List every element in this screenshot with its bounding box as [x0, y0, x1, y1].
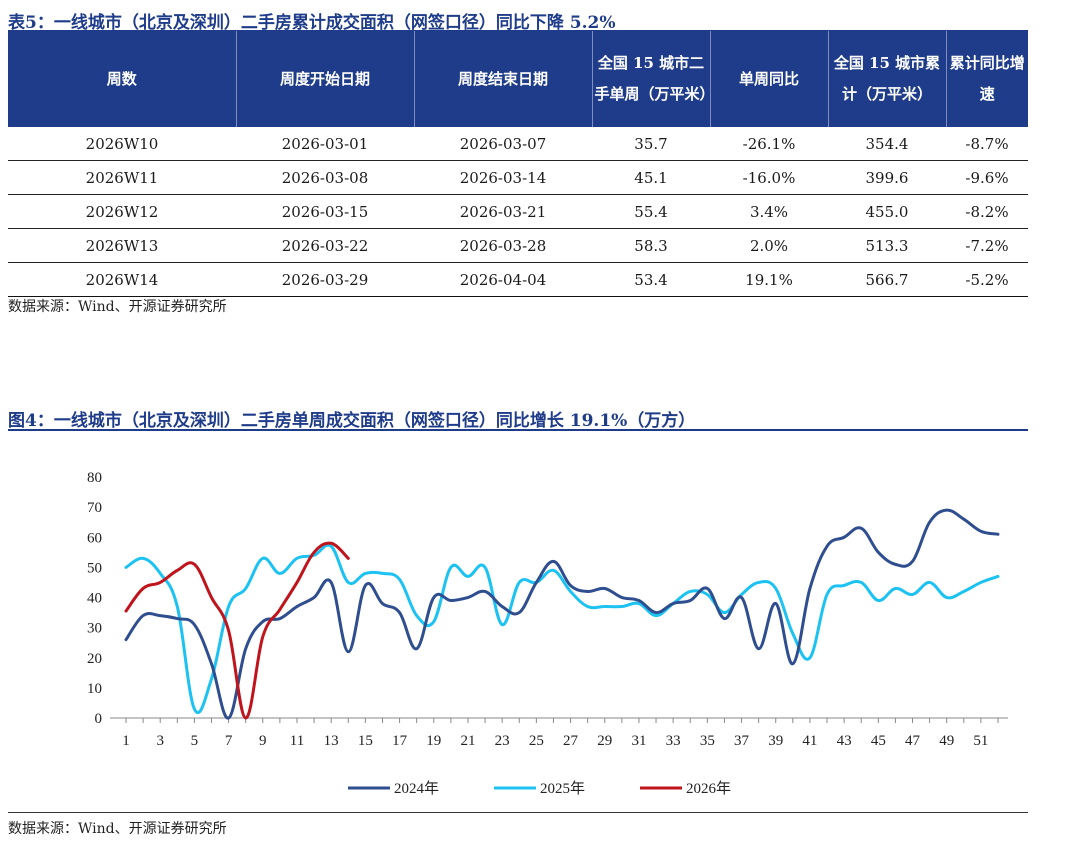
header-week: 周数: [8, 31, 237, 127]
table-row: 2026W10 2026-03-01 2026-03-07 35.7 -26.1…: [8, 127, 1028, 161]
cell-weekly-yoy: 2.0%: [710, 228, 828, 263]
x-tick-label: 13: [324, 733, 339, 749]
chart-top-rule: [8, 429, 1028, 431]
cell-weekly-yoy: -26.1%: [710, 127, 828, 161]
legend-label: 2024年: [394, 780, 439, 797]
x-tick-label: 49: [939, 733, 954, 749]
x-tick-label: 17: [392, 733, 408, 749]
x-tick-label: 35: [700, 733, 715, 749]
y-tick-label: 0: [95, 711, 103, 727]
header-cumulative-area: 全国 15 城市累计（万平米）: [828, 31, 947, 127]
cell-week: 2026W11: [8, 160, 236, 195]
legend-label: 2025年: [540, 780, 585, 797]
table-row: 2026W12 2026-03-15 2026-03-21 55.4 3.4% …: [8, 194, 1028, 229]
x-tick-label: 29: [597, 733, 612, 749]
cell-start-date: 2026-03-22: [236, 228, 414, 263]
x-tick-label: 19: [426, 733, 441, 749]
x-tick-label: 1: [122, 733, 130, 749]
header-weekly-yoy: 单周同比: [710, 31, 829, 127]
x-tick-label: 41: [802, 733, 817, 749]
chart-title: 图4：一线城市（北京及深圳）二手房单周成交面积（网签口径）同比增长 19.1%（…: [8, 411, 696, 431]
table-row: 2026W14 2026-03-29 2026-04-04 53.4 19.1%…: [8, 262, 1028, 297]
cell-weekly-area: 35.7: [592, 127, 710, 161]
header-weekly-area: 全国 15 城市二手单周（万平米）: [592, 31, 715, 127]
y-tick-label: 70: [87, 500, 102, 516]
cell-weekly-area: 45.1: [592, 160, 710, 195]
cell-cumulative-area: 354.4: [828, 127, 946, 161]
y-tick-label: 10: [87, 681, 102, 697]
cell-cumulative-yoy: -8.7%: [946, 127, 1028, 161]
cell-week: 2026W14: [8, 262, 236, 297]
series-line-2026年: [124, 541, 350, 720]
cell-cumulative-yoy: -7.2%: [946, 228, 1028, 263]
cell-end-date: 2026-03-14: [414, 160, 592, 195]
x-tick-label: 5: [191, 733, 199, 749]
x-tick-label: 45: [871, 733, 886, 749]
cell-cumulative-area: 566.7: [828, 262, 946, 297]
cell-cumulative-yoy: -5.2%: [946, 262, 1028, 297]
table-title: 表5：一线城市（北京及深圳）二手房累计成交面积（网签口径）同比下降 5.2%: [8, 13, 616, 33]
table-row: 2026W11 2026-03-08 2026-03-14 45.1 -16.0…: [8, 160, 1028, 195]
cell-cumulative-area: 513.3: [828, 228, 946, 263]
cell-end-date: 2026-03-28: [414, 228, 592, 263]
cell-start-date: 2026-03-08: [236, 160, 414, 195]
table-source-note: 数据来源：Wind、开源证券研究所: [8, 299, 227, 315]
data-table: 周数 周度开始日期 周度结束日期 全国 15 城市二手单周（万平米） 单周同比 …: [8, 31, 1028, 297]
x-tick-label: 7: [225, 733, 233, 749]
cell-end-date: 2026-03-07: [414, 127, 592, 161]
series-line-2024年: [124, 508, 1000, 720]
cell-start-date: 2026-03-01: [236, 127, 414, 161]
x-tick-label: 39: [768, 733, 783, 749]
x-tick-label: 51: [973, 733, 988, 749]
cell-cumulative-yoy: -8.2%: [946, 194, 1028, 229]
cell-weekly-yoy: 19.1%: [710, 262, 828, 297]
y-tick-label: 60: [87, 530, 102, 546]
x-tick-label: 25: [529, 733, 544, 749]
x-tick-label: 23: [495, 733, 510, 749]
table-row: 2026W13 2026-03-22 2026-03-28 58.3 2.0% …: [8, 228, 1028, 263]
y-tick-label: 20: [87, 651, 102, 667]
y-tick-label: 80: [87, 470, 102, 486]
x-tick-label: 3: [156, 733, 164, 749]
y-tick-label: 40: [87, 591, 102, 607]
cell-week: 2026W10: [8, 127, 236, 161]
cell-weekly-yoy: -16.0%: [710, 160, 828, 195]
x-tick-label: 9: [259, 733, 267, 749]
table-header-row: 周数 周度开始日期 周度结束日期 全国 15 城市二手单周（万平米） 单周同比 …: [8, 31, 1028, 127]
x-tick-label: 11: [290, 733, 304, 749]
header-cumulative-yoy: 累计同比增速: [946, 31, 1028, 127]
y-tick-label: 50: [87, 560, 102, 576]
cell-start-date: 2026-03-29: [236, 262, 414, 297]
cell-week: 2026W12: [8, 194, 236, 229]
header-start-date: 周度开始日期: [236, 31, 415, 127]
chart-bottom-rule: [8, 812, 1028, 813]
x-tick-label: 31: [631, 733, 646, 749]
y-tick-label: 30: [87, 621, 102, 637]
cell-weekly-yoy: 3.4%: [710, 194, 828, 229]
x-tick-label: 15: [358, 733, 373, 749]
cell-end-date: 2026-04-04: [414, 262, 592, 297]
x-tick-label: 43: [837, 733, 852, 749]
legend-label: 2026年: [686, 780, 731, 797]
cell-weekly-area: 58.3: [592, 228, 710, 263]
x-tick-label: 33: [666, 733, 681, 749]
x-tick-label: 47: [905, 733, 921, 749]
chart-source-note: 数据来源：Wind、开源证券研究所: [8, 821, 227, 837]
cell-start-date: 2026-03-15: [236, 194, 414, 229]
x-tick-label: 37: [734, 733, 750, 749]
cell-weekly-area: 55.4: [592, 194, 710, 229]
cell-cumulative-yoy: -9.6%: [946, 160, 1028, 195]
cell-cumulative-area: 399.6: [828, 160, 946, 195]
cell-end-date: 2026-03-21: [414, 194, 592, 229]
cell-weekly-area: 53.4: [592, 262, 710, 297]
cell-week: 2026W13: [8, 228, 236, 263]
series-line-2025年: [124, 543, 1000, 714]
header-end-date: 周度结束日期: [414, 31, 593, 127]
x-tick-label: 27: [563, 733, 579, 749]
cell-cumulative-area: 455.0: [828, 194, 946, 229]
x-tick-label: 21: [460, 733, 475, 749]
